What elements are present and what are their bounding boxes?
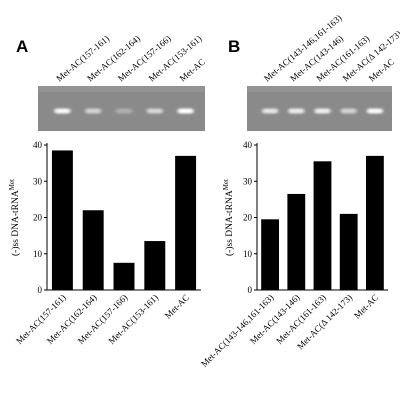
panel-a: Met-AC(157-161)Met-AC(162-164)Met-AC(157… [8, 33, 207, 346]
panel-b: Met-AC(143-146,161-163)Met-AC(143-146)Me… [199, 13, 400, 369]
gel-band [366, 108, 383, 114]
gel-band [262, 108, 279, 114]
gel-top-shade [247, 86, 392, 92]
y-tick-label: 20 [33, 213, 43, 223]
y-tick-label: 20 [243, 213, 253, 223]
bar [175, 155, 197, 290]
gel-band [314, 108, 331, 114]
bar [339, 213, 358, 290]
gel-band [288, 108, 305, 114]
panel-label-b: B [228, 37, 240, 56]
y-tick-label: 0 [38, 285, 43, 295]
bar [313, 161, 332, 290]
y-tick-label: 10 [243, 249, 253, 259]
lane-label: Met-AC(157-166) [116, 33, 173, 83]
bar [144, 241, 166, 290]
gel-band [177, 108, 194, 114]
gel-band [85, 108, 102, 114]
y-tick-label: 40 [33, 140, 43, 150]
bar [113, 262, 135, 290]
y-tick-label: 40 [243, 140, 253, 150]
y-axis-label: (-)ss DNA-tRNAMet [222, 179, 235, 256]
category-label: Met-AC [352, 292, 380, 320]
gel-band [54, 108, 71, 114]
lane-label: Met-AC(157-161) [54, 33, 111, 83]
y-tick-label: 10 [33, 249, 43, 259]
lane-label: Met-AC [177, 57, 206, 84]
category-label: Met-AC [163, 292, 191, 320]
bar [365, 155, 384, 290]
gel-band [116, 108, 132, 114]
panel-label-a: A [16, 37, 28, 56]
bar [261, 219, 280, 290]
y-tick-label: 0 [248, 285, 253, 295]
gel-image [247, 86, 392, 131]
gel-band [146, 108, 163, 114]
lane-label: Met-AC(153-161) [147, 33, 204, 83]
gel-top-shade [38, 86, 205, 92]
bar [287, 193, 306, 290]
gel-image [38, 86, 205, 131]
gel-band [340, 108, 357, 114]
y-tick-label: 30 [243, 176, 253, 186]
lane-label: Met-AC(162-164) [85, 33, 142, 83]
bar [51, 150, 73, 290]
bar [82, 210, 104, 290]
y-axis-label: (-)ss DNA-tRNAMet [8, 179, 21, 256]
y-tick-label: 30 [33, 176, 43, 186]
